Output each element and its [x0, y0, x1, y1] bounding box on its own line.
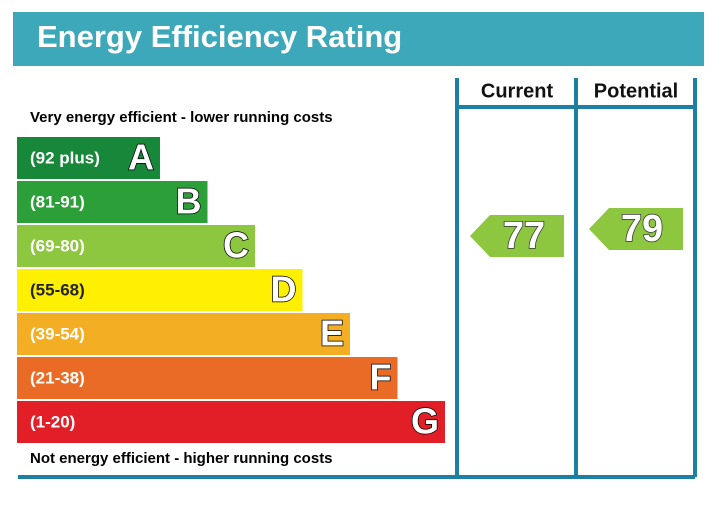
band-letter: D [271, 269, 297, 310]
band-range: (39-54) [30, 324, 85, 343]
potential-arrow [589, 208, 683, 250]
current-arrow [470, 215, 564, 257]
bottom-note: Not energy efficient - higher running co… [30, 450, 333, 467]
band-letter: B [176, 181, 202, 222]
bands: (92 plus) A (81-91) B (69-80) C (55-68) D (39-54… [17, 136, 445, 443]
band-letter: C [223, 225, 249, 266]
band-letter: A [128, 137, 154, 178]
potential-value: 79 [621, 208, 663, 250]
band-range: (69-80) [30, 236, 85, 255]
band-bar [17, 181, 208, 223]
current-header: Current [481, 80, 554, 102]
title: Energy Efficiency Rating [37, 19, 402, 54]
band-range: (92 plus) [30, 148, 100, 167]
column-frame [18, 78, 697, 479]
band-letter: G [411, 401, 439, 442]
band-range: (21-38) [30, 368, 85, 387]
band-range: (1-20) [30, 412, 75, 431]
top-note: Very energy efficient - lower running co… [30, 109, 333, 126]
band-bar [17, 225, 255, 267]
band-bar [17, 137, 160, 179]
band-bar [17, 401, 445, 443]
potential-header: Potential [594, 80, 678, 102]
band-bar [17, 269, 303, 311]
band-range: (55-68) [30, 280, 85, 299]
band-bar [17, 313, 350, 355]
band-letter: E [320, 313, 344, 354]
current-value: 77 [503, 215, 545, 257]
band-range: (81-91) [30, 192, 85, 211]
band-letter: F [370, 357, 392, 398]
band-bar [17, 357, 398, 399]
title-bar [13, 12, 704, 66]
